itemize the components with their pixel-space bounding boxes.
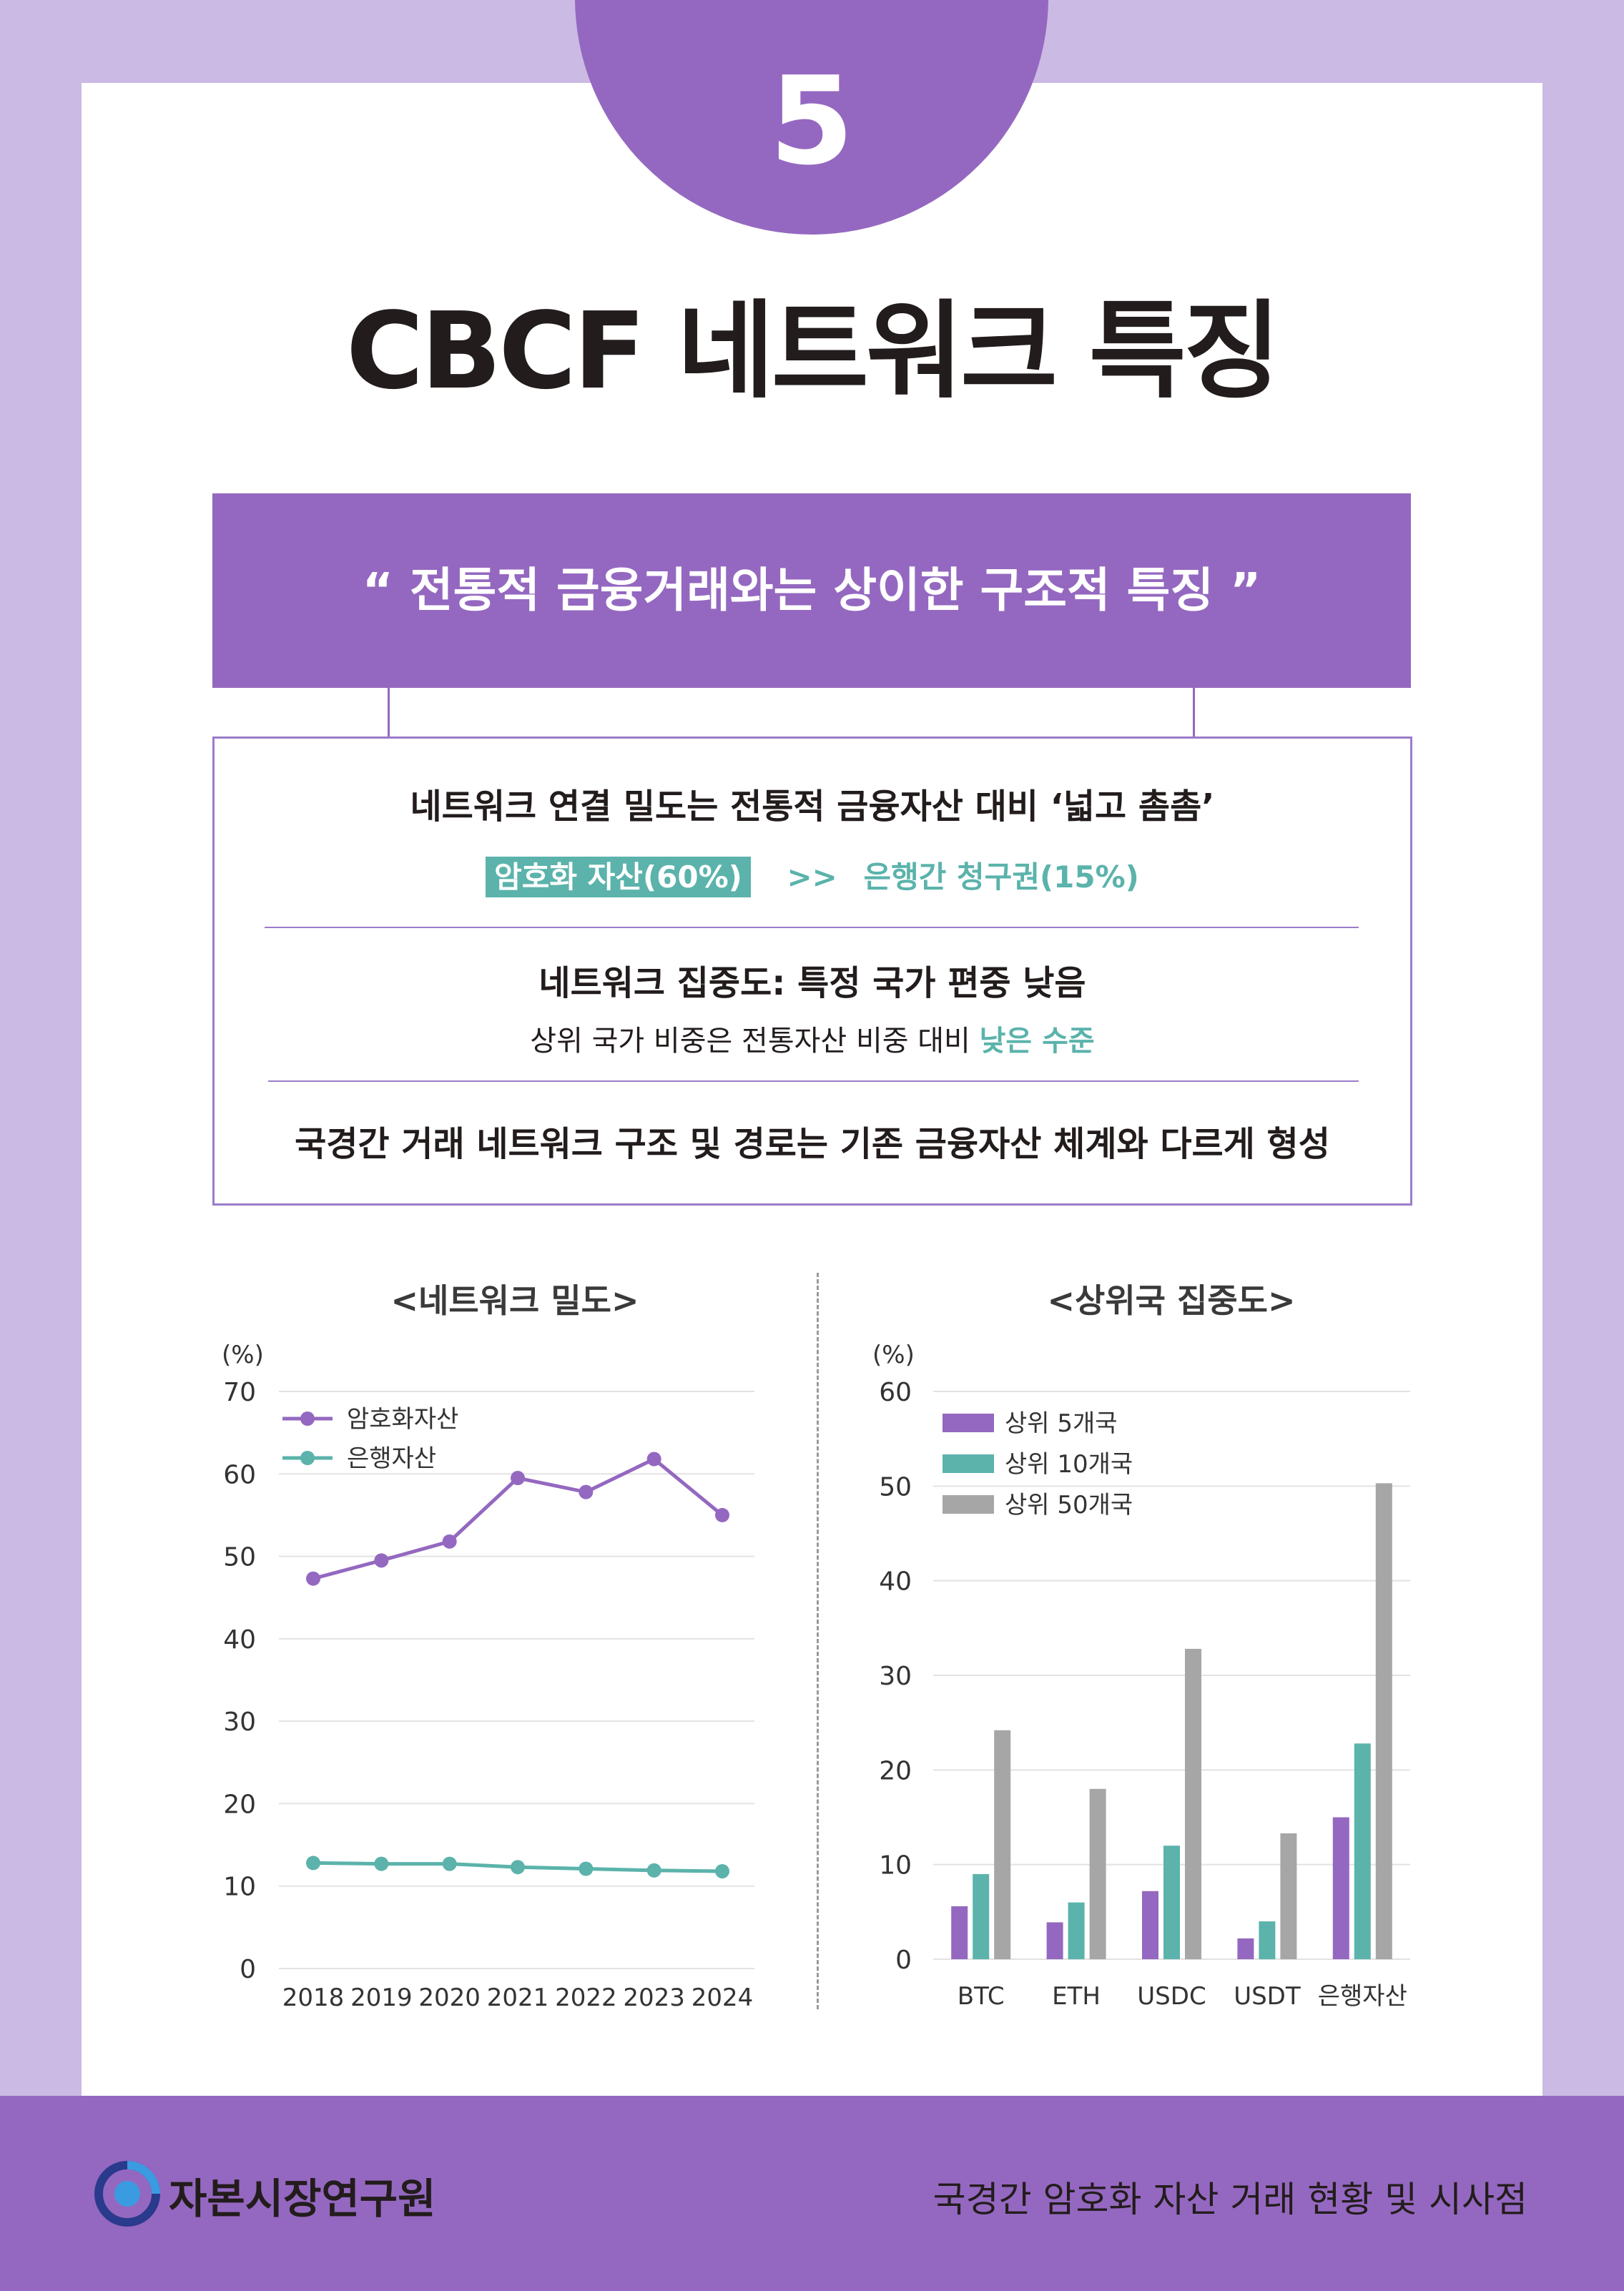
line-point bbox=[715, 1507, 729, 1522]
footer-bar bbox=[0, 2096, 1624, 2291]
line-x-tick-label: 2019 bbox=[350, 1984, 413, 2012]
kcmi-logo-icon bbox=[94, 2161, 160, 2227]
bar-1 bbox=[1142, 1891, 1158, 1959]
line-point bbox=[646, 1863, 661, 1878]
line-x-tick-label: 2020 bbox=[418, 1984, 481, 2012]
bar-y-tick-label: 30 bbox=[879, 1662, 912, 1691]
line-chart-title: <네트워크 밀도> bbox=[390, 1281, 639, 1320]
chart-divider bbox=[817, 1273, 819, 2009]
line-point bbox=[374, 1856, 389, 1871]
line-point bbox=[511, 1471, 525, 1486]
line-y-tick-label: 60 bbox=[223, 1460, 256, 1489]
line-point bbox=[715, 1863, 729, 1878]
bar-2 bbox=[1259, 1921, 1276, 1959]
line-legend-label: 암호화자산 bbox=[347, 1405, 458, 1434]
divider-2 bbox=[268, 1080, 1359, 1082]
content-card bbox=[82, 83, 1542, 2096]
bar-1 bbox=[1332, 1817, 1349, 1959]
compare-arrow: >> bbox=[787, 859, 837, 895]
line-legend-marker bbox=[300, 1451, 315, 1465]
bar-x-tick-label: BTC bbox=[958, 1982, 1005, 2011]
bar-2 bbox=[1163, 1846, 1180, 1959]
bar-x-tick-label: 은행자산 bbox=[1318, 1982, 1407, 2011]
bar-3 bbox=[1280, 1833, 1297, 1959]
line-y-tick-label: 10 bbox=[223, 1873, 256, 1902]
report-title: 국경간 암호화 자산 거래 현황 및 시사점 bbox=[932, 2179, 1527, 2220]
summary-banner: “ 전통적 금융거래와는 상이한 구조적 특징 ” bbox=[212, 493, 1411, 688]
bar-y-unit: (%) bbox=[872, 1341, 915, 1369]
line-point bbox=[646, 1452, 661, 1467]
bar-x-tick-label: ETH bbox=[1052, 1982, 1101, 2011]
bar-2 bbox=[1354, 1743, 1371, 1959]
divider-1 bbox=[265, 927, 1359, 928]
line-x-tick-label: 2021 bbox=[487, 1984, 549, 2012]
bar-3 bbox=[1185, 1648, 1201, 1959]
bar-y-tick-label: 0 bbox=[895, 1946, 912, 1975]
concentration-highlight: 낮은 수준 bbox=[979, 1025, 1095, 1058]
bar-legend-swatch bbox=[943, 1454, 994, 1473]
line-y-tick-label: 40 bbox=[223, 1625, 256, 1655]
feature-box: 네트워크 연결 밀도는 전통적 금융자산 대비 ‘넓고 촘촘’ 암호화 자산(6… bbox=[212, 736, 1412, 1206]
bar-y-tick-label: 50 bbox=[879, 1472, 912, 1502]
line-y-unit: (%) bbox=[222, 1341, 264, 1369]
bar-y-tick-label: 60 bbox=[879, 1378, 912, 1407]
bar-3 bbox=[1089, 1788, 1106, 1959]
connector-left bbox=[388, 688, 390, 736]
page-title: CBCF 네트워크 특징 bbox=[345, 290, 1281, 413]
top-country-concentration-chart: (%) 0 10 20 30 40 50 60 BTC ETH USDC USDT 은행자산 상위 5개국… bbox=[872, 1341, 1410, 2011]
line-point bbox=[511, 1860, 525, 1875]
bar-x-tick-label: USDC bbox=[1137, 1982, 1206, 2011]
bar-y-tick-label: 40 bbox=[879, 1567, 912, 1597]
bar-1 bbox=[1046, 1922, 1063, 1959]
line-y-tick-label: 20 bbox=[223, 1790, 256, 1819]
point-concentration-sub: 상위 국가 비중은 전통자산 비중 대비 낮은 수준 bbox=[215, 1018, 1410, 1059]
bar-legend-swatch bbox=[943, 1414, 994, 1432]
point-density-compare: 암호화 자산(60%) >> 은행간 청구권(15%) bbox=[215, 853, 1410, 897]
line-x-tick-label: 2022 bbox=[555, 1984, 617, 2012]
line-y-tick-label: 50 bbox=[223, 1543, 256, 1572]
bar-chart-title: <상위국 집중도> bbox=[1047, 1281, 1296, 1320]
point-density-title: 네트워크 연결 밀도는 전통적 금융자산 대비 ‘넓고 촘촘’ bbox=[410, 787, 1215, 827]
concentration-sub-text: 상위 국가 비중은 전통자산 비중 대비 bbox=[530, 1025, 980, 1058]
line-x-tick-label: 2018 bbox=[282, 1984, 345, 2012]
connector-right bbox=[1193, 688, 1195, 736]
bar-2 bbox=[1068, 1902, 1085, 1959]
bar-legend-swatch bbox=[943, 1495, 994, 1514]
bar-y-tick-label: 10 bbox=[879, 1851, 912, 1881]
bar-3 bbox=[994, 1730, 1011, 1959]
page-number: 5 bbox=[769, 51, 855, 192]
point-concentration-title: 네트워크 집중도: 특정 국가 편중 낮음 bbox=[538, 963, 1086, 1003]
line-point bbox=[306, 1571, 320, 1586]
line-y-tick-label: 0 bbox=[240, 1955, 256, 1984]
line-point bbox=[374, 1553, 389, 1568]
line-legend-label: 은행자산 bbox=[347, 1444, 436, 1473]
bar-3 bbox=[1375, 1483, 1392, 1959]
bar-1 bbox=[1237, 1938, 1254, 1959]
bar-x-tick-label: USDT bbox=[1234, 1982, 1301, 2011]
crypto-badge: 암호화 자산(60%) bbox=[486, 857, 751, 897]
line-point bbox=[442, 1856, 457, 1871]
line-point bbox=[306, 1856, 320, 1871]
line-x-tick-label: 2023 bbox=[623, 1984, 685, 2012]
bar-legend-label: 상위 10개국 bbox=[1005, 1450, 1133, 1479]
line-point bbox=[579, 1484, 594, 1499]
line-legend-marker bbox=[300, 1411, 315, 1426]
line-y-tick-label: 70 bbox=[223, 1378, 256, 1407]
bar-2 bbox=[973, 1873, 990, 1959]
line-point bbox=[442, 1534, 457, 1549]
org-name: 자본시장연구원 bbox=[169, 2174, 436, 2223]
line-point bbox=[579, 1861, 594, 1876]
point-route-title: 국경간 거래 네트워크 구조 및 경로는 기존 금융자산 체계와 다르게 형성 bbox=[295, 1124, 1330, 1164]
bar-y-tick-label: 20 bbox=[879, 1756, 912, 1785]
line-y-tick-label: 30 bbox=[223, 1708, 256, 1737]
bar-legend-label: 상위 50개국 bbox=[1005, 1491, 1133, 1519]
bank-claims-label: 은행간 청구권(15%) bbox=[863, 859, 1139, 895]
line-x-tick-label: 2024 bbox=[692, 1984, 754, 2012]
bar-1 bbox=[951, 1906, 968, 1959]
bar-legend-label: 상위 5개국 bbox=[1005, 1409, 1118, 1438]
